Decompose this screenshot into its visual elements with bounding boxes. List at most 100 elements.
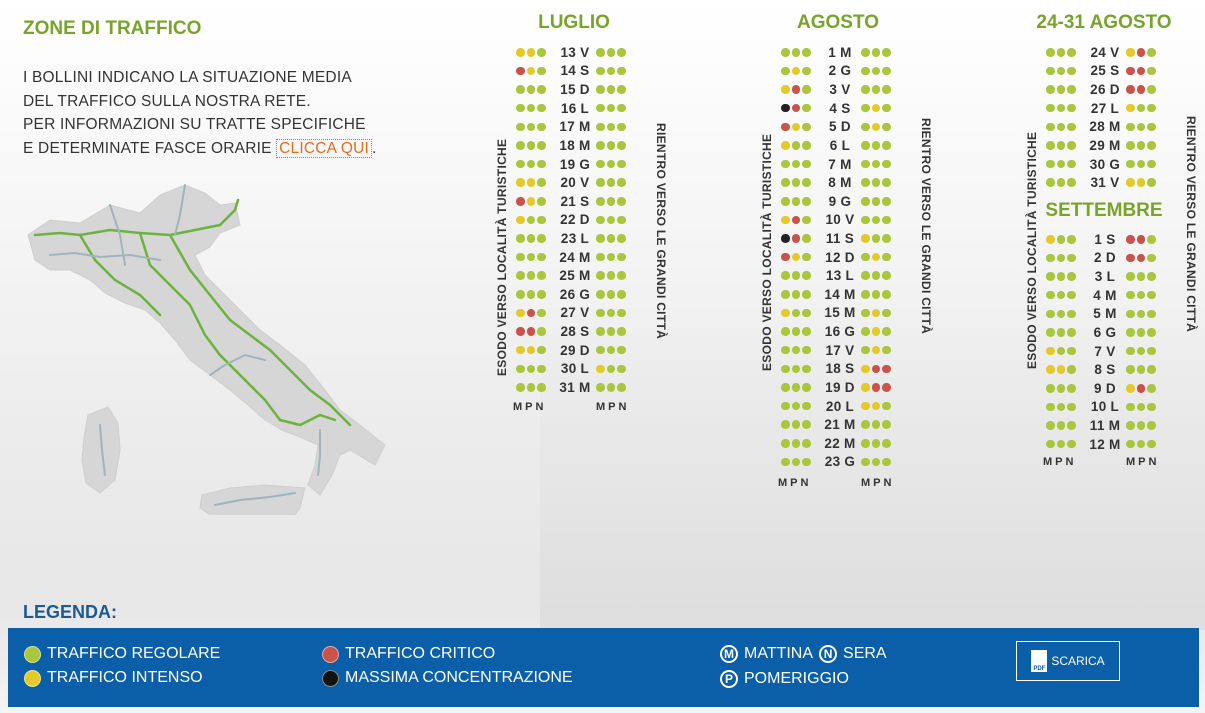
traffic-dot-icon (1126, 384, 1135, 393)
calendar-day-row: 4 M (1046, 286, 1164, 305)
day-label: 28 M (1089, 119, 1121, 135)
traffic-dot-icon (802, 159, 811, 169)
traffic-dot-icon (537, 66, 546, 76)
traffic-dot-icon (617, 234, 626, 243)
return-status-dots (1126, 253, 1164, 263)
traffic-dot-icon (871, 457, 880, 467)
traffic-dot-icon (882, 383, 891, 392)
traffic-dot-icon (537, 234, 546, 243)
day-label: 3 L (1094, 269, 1116, 285)
traffic-dot-icon (1056, 421, 1065, 430)
traffic-dot-icon (781, 85, 790, 94)
outbound-status-dots (781, 234, 819, 243)
traffic-dot-icon (1056, 384, 1065, 393)
mpn-label: MPN (778, 477, 812, 489)
traffic-dot-icon (1056, 66, 1065, 76)
calendar-day-row: 19 G (516, 155, 634, 174)
day-label: 29 M (1089, 137, 1121, 153)
outbound-status-dots (516, 327, 554, 336)
traffic-dot-icon (1136, 122, 1145, 132)
return-status-dots (1126, 159, 1164, 169)
traffic-dot-icon (781, 215, 790, 225)
traffic-dot-icon (1056, 272, 1065, 281)
calendar-day-row: 31 M (516, 378, 634, 397)
outbound-status-dots (781, 215, 819, 225)
traffic-dot-icon (871, 252, 880, 262)
traffic-dot-icon (1126, 272, 1135, 281)
day-label: 31 V (1090, 175, 1120, 191)
traffic-dot-icon (802, 364, 811, 374)
day-label: 2 G (828, 63, 852, 79)
traffic-dot-icon (861, 327, 870, 336)
traffic-dot-icon (882, 85, 891, 94)
calendar-day-row: 13 L (781, 266, 899, 285)
traffic-dot-icon (606, 271, 615, 280)
return-status-dots (861, 66, 899, 76)
traffic-dot-icon (1136, 421, 1145, 430)
day-label: 13 V (560, 44, 590, 60)
traffic-dot-icon (781, 271, 790, 280)
traffic-dot-icon (1046, 235, 1055, 244)
traffic-dot-icon (1147, 290, 1156, 300)
return-status-dots (1126, 48, 1164, 57)
traffic-dot-icon (516, 290, 525, 299)
day-label: 22 M (824, 435, 856, 451)
traffic-dot-icon (861, 159, 870, 169)
traffic-dot-icon (1147, 85, 1156, 94)
traffic-dot-icon (1147, 253, 1156, 263)
return-status-dots (596, 271, 634, 280)
scarica-button[interactable]: PDF SCARICA (1016, 641, 1120, 681)
outbound-status-dots (781, 48, 819, 57)
traffic-dot-icon (1147, 328, 1156, 337)
traffic-dot-icon (1056, 346, 1065, 356)
traffic-dot-icon (596, 85, 605, 94)
outbound-status-dots (516, 252, 554, 262)
traffic-dot-icon (1056, 309, 1065, 319)
traffic-dot-icon (596, 103, 605, 113)
traffic-dot-icon (1067, 290, 1076, 300)
legend-pomeriggio: P POMERIGGIO (720, 670, 849, 688)
traffic-dot-icon (1126, 421, 1135, 430)
day-label: 6 L (829, 137, 851, 153)
traffic-dot-icon (526, 103, 535, 113)
traffic-dot-icon (1126, 328, 1135, 337)
traffic-dot-icon (1136, 103, 1145, 113)
traffic-dot-icon (791, 364, 800, 374)
calendar-day-row: 24 V (1046, 43, 1164, 62)
outbound-status-dots (1046, 421, 1084, 430)
outbound-status-dots (781, 85, 819, 94)
traffic-dot-icon (802, 215, 811, 225)
traffic-dot-icon (596, 383, 605, 392)
return-status-dots (861, 457, 899, 467)
p-circle-icon: P (720, 670, 738, 688)
outbound-status-dots (781, 290, 819, 299)
calendar-day-row: 29 M (1046, 136, 1164, 155)
clicca-qui-link[interactable]: CLICCA QUI (276, 138, 373, 158)
day-label: 26 G (559, 286, 591, 302)
traffic-dot-icon (802, 327, 811, 336)
traffic-dot-icon (617, 141, 626, 150)
traffic-dot-icon (781, 457, 790, 467)
calendar-day-row: 17 M (516, 117, 634, 136)
traffic-dot-icon (1067, 141, 1076, 150)
traffic-dot-icon (802, 401, 811, 411)
return-status-dots (1126, 235, 1164, 244)
day-label: 14 S (560, 63, 590, 79)
traffic-dot-icon (1136, 85, 1145, 94)
traffic-dot-icon (617, 197, 626, 206)
traffic-dot-icon (537, 141, 546, 150)
calendar-day-row: 25 S (1046, 62, 1164, 81)
traffic-dot-icon (596, 178, 605, 187)
italy-mainland (27, 184, 386, 496)
day-label: 9 D (1094, 380, 1116, 396)
traffic-dot-icon (596, 159, 605, 169)
day-label: 27 L (1090, 100, 1120, 116)
traffic-dot-icon (1046, 439, 1055, 449)
return-status-dots (1126, 421, 1164, 430)
traffic-dot-icon (871, 345, 880, 355)
traffic-dot-icon (781, 401, 790, 411)
calendar-day-row: 27 V (516, 304, 634, 323)
traffic-dot-icon (606, 327, 615, 336)
day-label: 17 M (559, 119, 591, 135)
traffic-dot-icon (1126, 439, 1135, 449)
